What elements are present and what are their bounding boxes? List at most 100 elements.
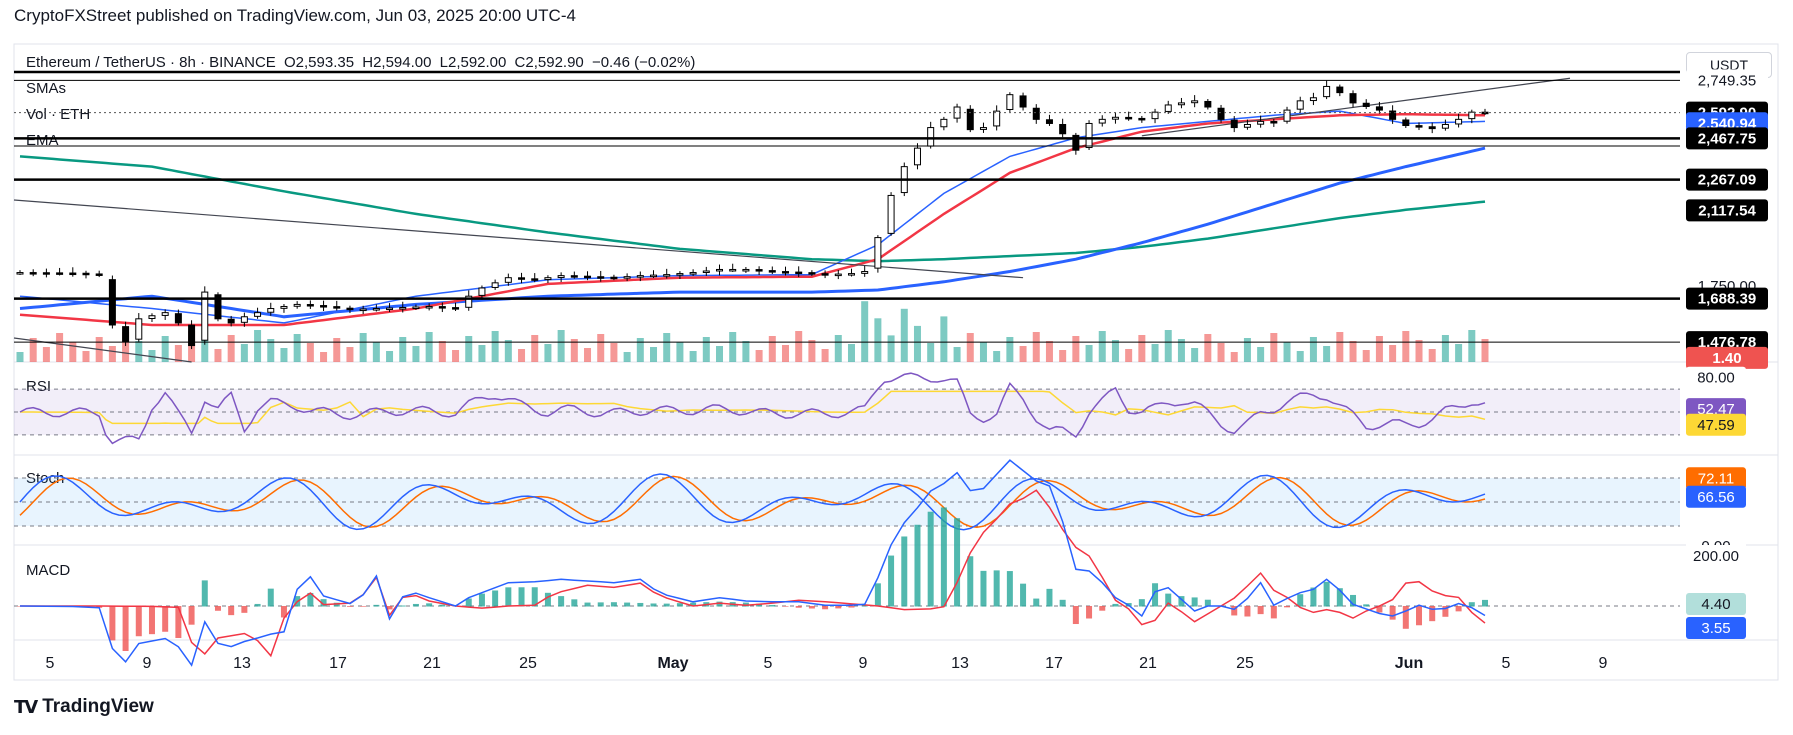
candle-body [478,287,486,296]
candle-body [1111,116,1119,120]
ohlc-close: C2,592.90 [514,54,584,71]
candle-body [372,308,380,311]
x-tick-label: 5 [764,655,773,672]
volume-bar [781,345,789,362]
macd-histogram-bar [122,606,129,651]
macd-histogram-bar [505,587,512,607]
macd-histogram-bar [1270,606,1277,619]
sma-blue-thin-line [19,110,1486,324]
rsi-axis-label-bg [1686,366,1746,389]
price-axis-label-8: 1,688.39 [1686,287,1768,310]
candle-body [887,194,895,234]
volume-bar [465,336,473,362]
volume-bar [742,341,750,362]
volume-bar [847,344,855,362]
volume-bar [372,342,380,362]
candle-body [557,275,565,278]
macd-histogram-bar [1442,606,1449,617]
stoch-d-line [19,475,1486,529]
candles [16,80,1489,350]
volume-bar [1362,350,1370,362]
volume-bar [610,343,618,362]
volume-bar [663,333,671,362]
price-label-text: 2,749.35 [1698,72,1756,89]
candle-body [979,127,987,130]
price-label-bg [1686,287,1768,310]
sma-blue-thick-line [19,146,1486,319]
indicator-smas-label[interactable]: SMAs [26,80,67,97]
candle-body [438,306,446,309]
macd-histogram-bar [267,588,274,607]
price-label-text: 2,467.75 [1698,130,1756,147]
candle-body [847,273,855,276]
volume-bar [1283,342,1291,362]
macd-histogram-bar [954,518,961,607]
volume-bar [570,339,578,362]
macd-histogram-bar [901,536,908,607]
ohlc-high: H2,594.00 [362,54,432,71]
volume-bar [108,346,116,362]
candle-body [940,118,948,128]
volume-bar [293,334,301,362]
macd-histogram-bar [439,604,446,607]
candle-body [874,237,882,269]
candle-body [1257,120,1265,125]
macd-pane-label[interactable]: MACD [26,562,71,579]
publisher-line: CryptoFXStreet published on TradingView.… [14,6,576,25]
macd-histogram-bar [1006,571,1013,607]
indicator-ema-label[interactable]: EMA [26,132,59,149]
candle-body [425,305,433,309]
volume-bar [254,330,262,362]
volume-bar [267,339,275,362]
volume-bar [122,332,130,362]
macd-histogram-bar [874,583,881,607]
candle-body [781,271,789,274]
volume-bar [135,341,143,362]
sma-green-line [19,155,1486,263]
volume-bar [69,342,77,362]
price-label-bg [1686,127,1768,150]
indicator-vol-label[interactable]: Vol · ETH [26,106,91,123]
volume-bar [1085,345,1093,362]
rsi-pane-label[interactable]: RSI [26,378,52,395]
macd-histogram-bar [135,606,142,637]
candle-body [161,312,169,316]
macd-histogram-bar [861,605,868,607]
x-tick-label: 5 [46,655,55,672]
macd-histogram-bar [1231,606,1238,616]
macd-axis-label: 4.40 [1701,596,1730,613]
candle-body [584,275,592,279]
symbol-name[interactable]: Ethereum / TetherUS · 8h · BINANCE [26,54,276,71]
volume-bar [834,335,842,362]
price-axis-label-10: 1.40 [1686,346,1768,369]
volume-bar [491,331,499,362]
macd-histogram-bar [426,603,433,607]
price-chart[interactable]: 2,749.352,592.9007:59:072,540.942,467.75… [0,0,1793,690]
candle-body [1428,126,1436,130]
price-axis-label-0: 2,749.35 [1686,69,1768,92]
volume-bar [1164,330,1172,362]
macd-histogram-bar [769,604,776,607]
macd-histogram-bar [254,603,261,607]
volume-bar [1072,336,1080,362]
rsi-axis-label: 47.59 [1697,417,1735,434]
macd-histogram-bar [795,606,802,608]
candle-body [108,279,116,326]
macd-histogram-bar [782,606,789,607]
candle-body [1045,119,1053,124]
candle-body [188,324,196,347]
macd-histogram-bar [716,601,723,607]
volume-bar [1204,334,1212,362]
volume-bar [650,347,658,362]
macd-histogram-bar [346,606,353,607]
macd-histogram-bar [399,605,406,607]
macd-histogram-bar [241,606,248,613]
candle-body [82,272,90,276]
candle-body [29,272,37,275]
volume-bar [174,345,182,362]
macd-histogram-bar [1244,606,1251,617]
volume-bar [584,348,592,362]
macd-histogram-bar [1257,606,1264,615]
macd-histogram-bar [927,511,934,607]
sma-red-line [19,112,1485,327]
